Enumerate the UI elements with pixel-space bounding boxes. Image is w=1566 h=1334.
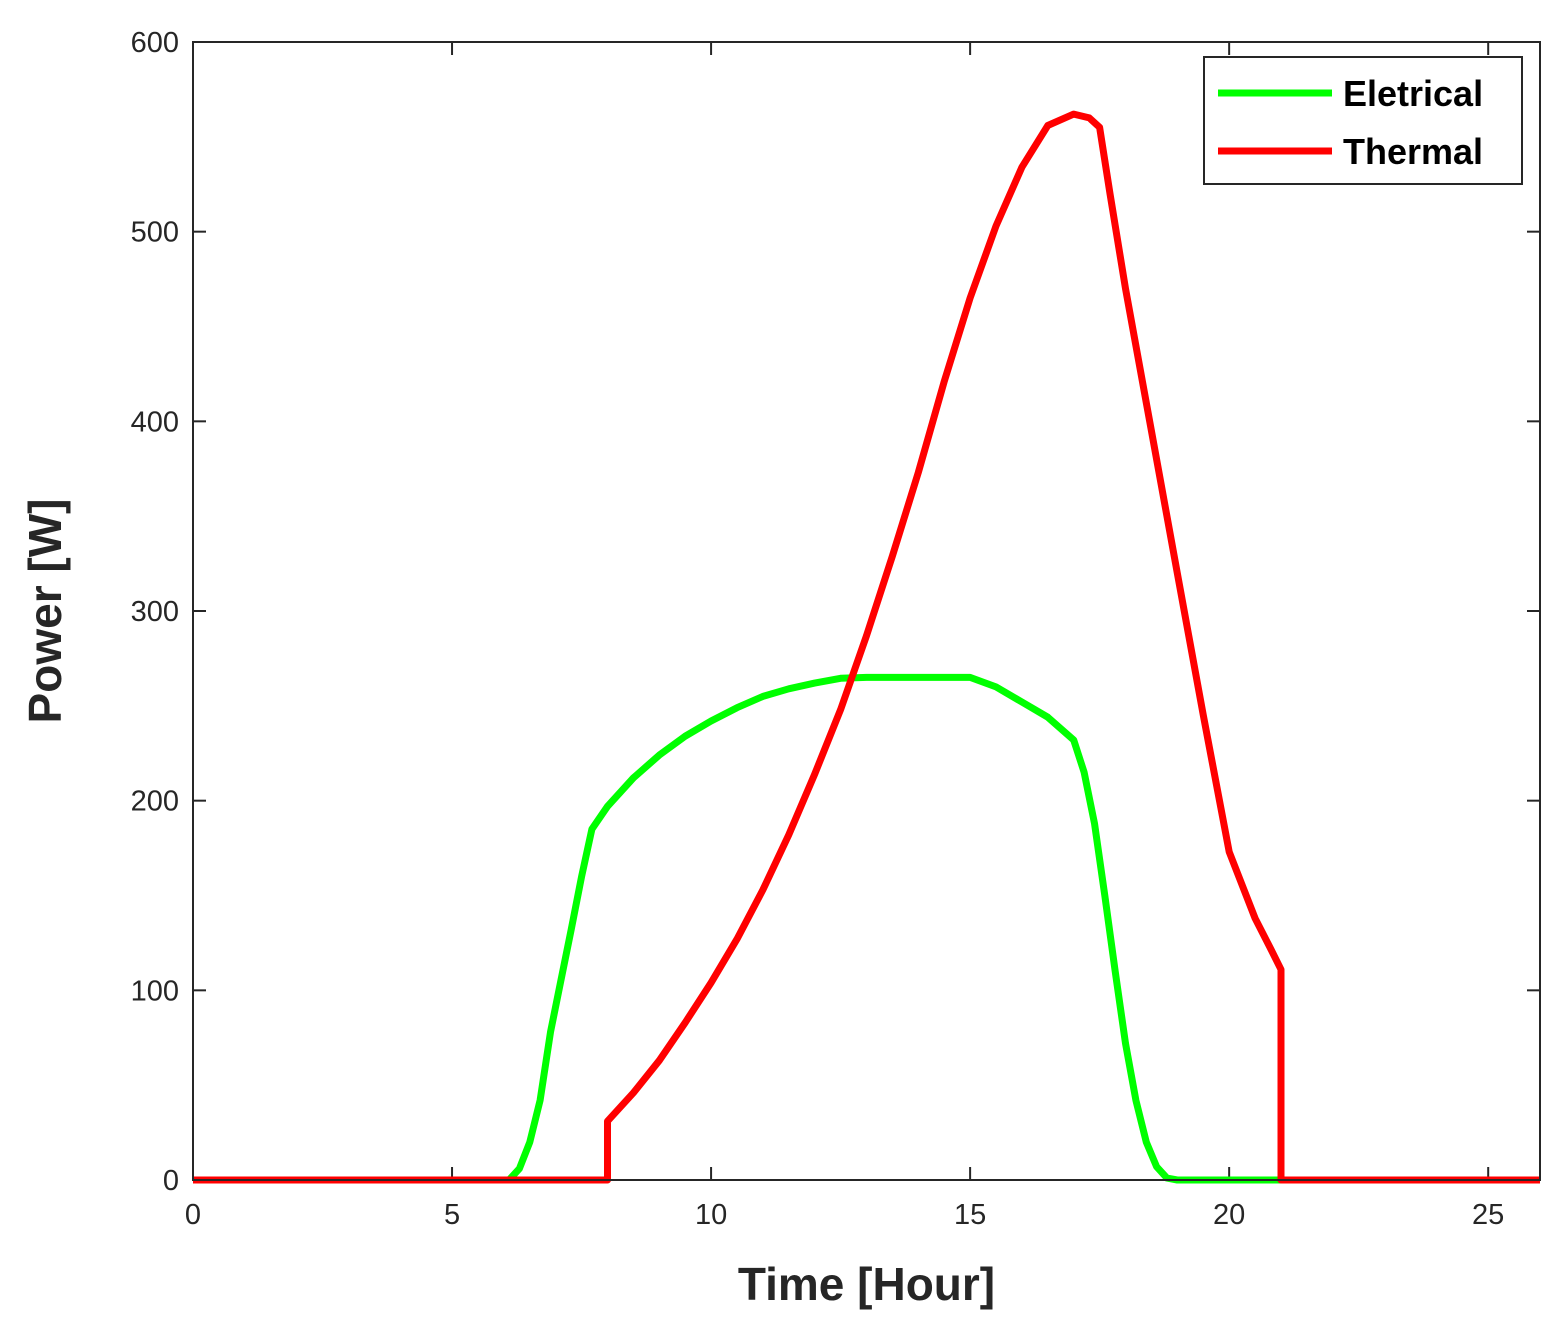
y-tick-label: 0 <box>163 1165 179 1197</box>
x-tick-label: 5 <box>444 1199 460 1231</box>
legend-label-thermal: Thermal <box>1343 131 1483 172</box>
y-axis-label: Power [W] <box>19 499 71 724</box>
y-tick-label: 200 <box>131 786 179 818</box>
y-tick-label: 500 <box>131 217 179 249</box>
ticks-layer: 0 5 10 15 20 25 0 100 200 300 400 500 600 <box>131 27 1540 1231</box>
series-line-eletrical <box>193 673 1540 1184</box>
x-tick-label: 15 <box>954 1199 986 1231</box>
y-tick-label: 100 <box>131 975 179 1007</box>
legend: Eletrical Thermal <box>1203 56 1523 185</box>
plot-frame <box>192 41 1541 1181</box>
x-tick-label: 20 <box>1213 1199 1245 1231</box>
y-tick-label: 300 <box>131 596 179 628</box>
x-axis-label: Time [Hour] <box>738 1258 995 1310</box>
x-tick-label: 0 <box>185 1199 201 1231</box>
series-layer <box>193 110 1540 1184</box>
y-tick-label: 600 <box>131 27 179 59</box>
series-line-thermal <box>193 110 1540 1184</box>
y-tick-label: 400 <box>131 406 179 438</box>
x-tick-label: 25 <box>1472 1199 1504 1231</box>
legend-label-eletrical: Eletrical <box>1343 73 1483 114</box>
x-tick-label: 10 <box>695 1199 727 1231</box>
legend-box <box>1203 56 1523 185</box>
